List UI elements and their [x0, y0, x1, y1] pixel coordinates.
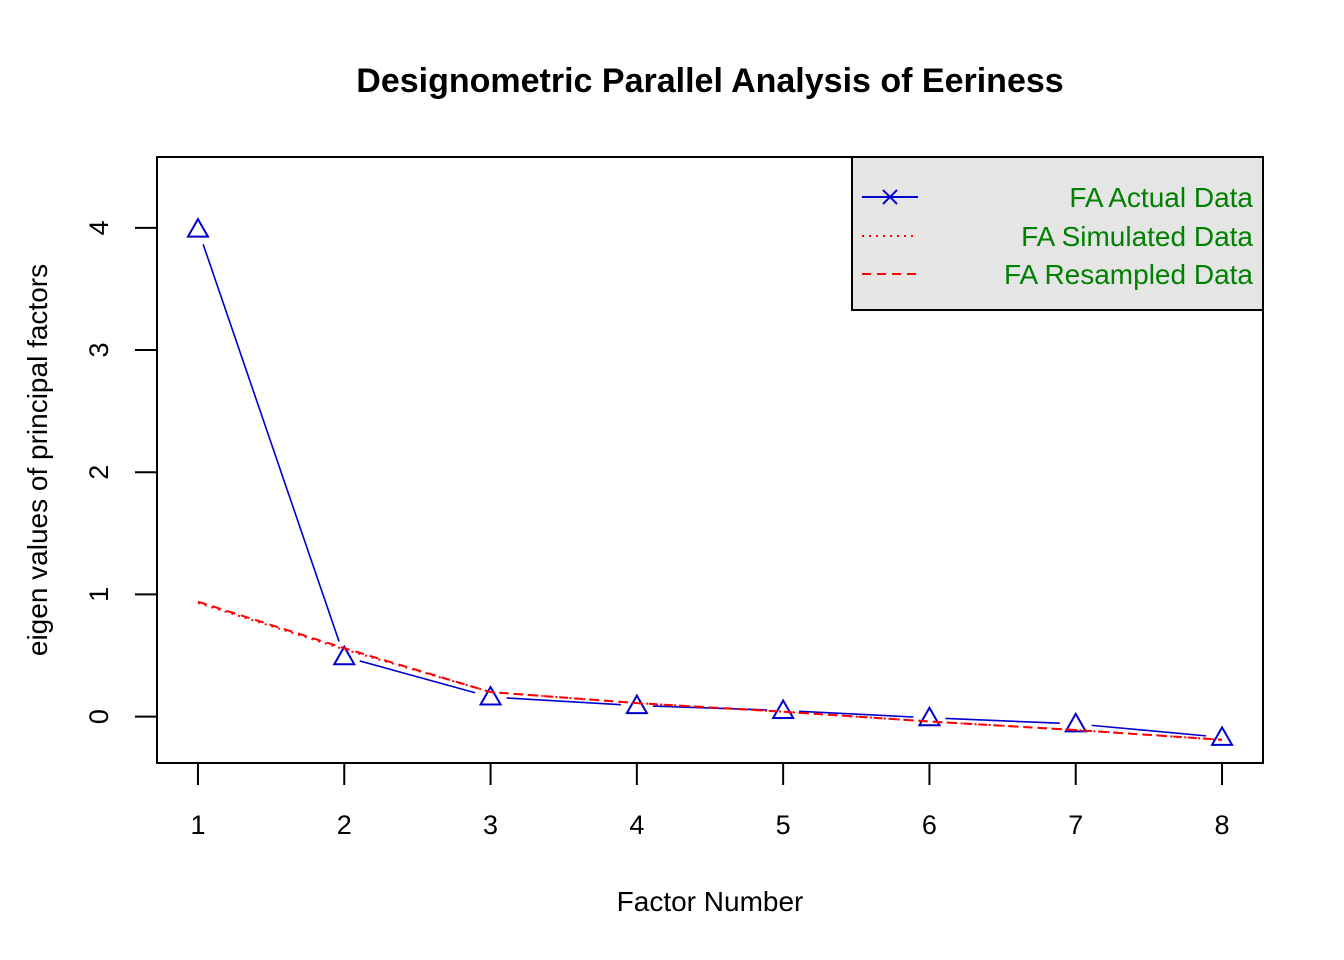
legend-box: [851, 156, 1264, 311]
data-point-triangle: [1210, 725, 1234, 746]
data-point-triangle: [917, 705, 942, 727]
series-line: [197, 601, 1223, 741]
x-tick-label: 5: [776, 810, 791, 840]
data-point-triangle: [332, 644, 356, 666]
x-tick-label: 2: [337, 810, 352, 840]
series-line-segment: [202, 243, 340, 642]
legend-item: FA Simulated Data: [862, 221, 1253, 252]
series-3: [197, 600, 1223, 741]
data-point-triangle: [771, 698, 795, 719]
y-tick-label: 2: [84, 465, 114, 480]
legend-label: FA Actual Data: [1069, 182, 1253, 213]
legend-label: FA Resampled Data: [1004, 259, 1253, 290]
chart-title: Designometric Parallel Analysis of Eerin…: [356, 62, 1063, 100]
x-tick-label: 7: [1068, 810, 1083, 840]
data-point-triangle: [478, 685, 503, 706]
data-point-triangle: [186, 217, 210, 238]
series-line: [197, 600, 1223, 741]
series-1: [186, 217, 1234, 746]
x-tick-label: 6: [922, 810, 937, 840]
data-point-triangle: [625, 693, 649, 715]
x-tick-label: 4: [629, 810, 644, 840]
y-axis-label: eigen values of principal factors: [22, 264, 53, 656]
data-point-triangle: [1064, 711, 1088, 733]
legend: FA Actual Data FA Simulated Data FA Resamp…: [851, 156, 1264, 311]
series-line-segment: [506, 697, 621, 706]
series-layer: [186, 217, 1234, 746]
y-tick-label: 3: [84, 343, 114, 358]
series-line-segment: [945, 717, 1060, 725]
legend-label: FA Simulated Data: [1021, 221, 1253, 252]
legend-marker-x-icon: [882, 189, 898, 205]
series-line-segment: [1091, 724, 1207, 737]
series-2: [197, 601, 1223, 741]
x-tick-label: 8: [1215, 810, 1230, 840]
y-axis: 0 1 2 3 4: [84, 220, 158, 724]
x-tick-label: 1: [190, 810, 205, 840]
y-tick-label: 4: [84, 220, 114, 235]
y-tick-label: 0: [84, 709, 114, 724]
x-tick-label: 3: [483, 810, 498, 840]
series-line-segment: [799, 710, 914, 718]
legend-item: FA Actual Data: [862, 182, 1253, 213]
series-line-segment: [359, 660, 476, 694]
x-axis-label: Factor Number: [617, 886, 804, 917]
legend-item: FA Resampled Data: [862, 259, 1253, 290]
y-tick-label: 1: [84, 587, 114, 602]
x-axis: 1 2 3 4 5 6 7 8: [190, 762, 1230, 840]
